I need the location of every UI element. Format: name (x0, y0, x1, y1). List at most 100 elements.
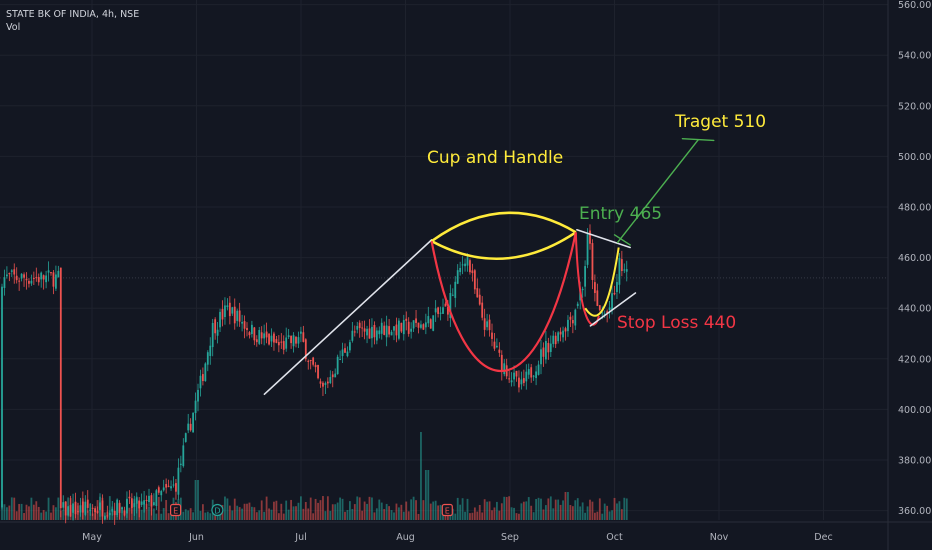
candle-body (300, 331, 302, 334)
candle-body (246, 327, 248, 330)
volume-bar (243, 503, 246, 520)
volume-bar (25, 504, 28, 520)
candle-body (157, 487, 160, 493)
price-tick-label: 380.00 (898, 456, 931, 467)
volume-bar (415, 500, 417, 520)
volume-bar (349, 501, 351, 520)
cup-bowl[interactable] (430, 232, 577, 372)
candle-body (476, 288, 479, 298)
volume-bar (368, 496, 371, 520)
candle-body (123, 510, 126, 516)
target-cap[interactable] (681, 137, 715, 142)
candle-body (496, 345, 498, 348)
candle-body (126, 499, 128, 514)
volume-bar (461, 498, 464, 520)
candle-body (618, 258, 621, 285)
target-line[interactable] (616, 139, 699, 244)
time-tick-label: Aug (396, 532, 415, 543)
candle-body (55, 274, 57, 289)
volume-bar (255, 512, 258, 520)
candle-body (206, 352, 209, 365)
entry-label[interactable]: Entry 465 (579, 204, 662, 224)
volume-bar (167, 513, 170, 520)
volume-bar (270, 509, 273, 520)
volume-bar (405, 501, 408, 520)
candle-body (28, 280, 30, 284)
volume-bar (339, 497, 341, 520)
volume-bar (611, 510, 613, 520)
candle-body (339, 359, 341, 361)
candle-body (101, 500, 104, 517)
candle-body (598, 305, 601, 311)
handle-lower-line[interactable] (589, 292, 637, 327)
volume-bar (581, 502, 584, 520)
price-axis[interactable]: 360.00 380.00 400.00 420.00 440.00 460.00 480.… (898, 0, 931, 517)
candle-body (280, 341, 283, 343)
candle-body (192, 412, 194, 433)
volume-bar (20, 503, 23, 520)
cup-rim-bottom[interactable] (431, 231, 577, 261)
volume-bar (341, 498, 344, 520)
volume-bar (569, 505, 572, 520)
volume-bar (322, 496, 324, 520)
candle-body (341, 349, 344, 357)
volume-bar (564, 492, 567, 520)
volume-bar (182, 511, 185, 520)
volume-bar (466, 498, 469, 520)
event-marker[interactable]: D (211, 503, 224, 517)
candle-body (42, 275, 45, 280)
event-marker[interactable]: E (441, 503, 453, 517)
volume-bar (260, 500, 263, 520)
candle-body (282, 341, 285, 350)
earnings-marker-shape (441, 503, 453, 517)
candle-body (361, 327, 364, 329)
candle-body (613, 292, 616, 295)
candle-body (432, 315, 435, 331)
volume-bar (302, 508, 305, 520)
handle-right[interactable] (584, 247, 620, 317)
candle-body (184, 433, 187, 442)
candle-body (422, 324, 425, 330)
volume-bar (500, 503, 503, 520)
candle-body (57, 270, 60, 278)
candle-body (307, 360, 310, 362)
candle-body (18, 280, 21, 282)
stop-loss-label[interactable]: Stop Loss 440 (617, 313, 736, 333)
cup-handle-title[interactable]: Cup and Handle (427, 148, 563, 168)
candle-body (447, 306, 449, 315)
volume-bar (503, 496, 506, 520)
target-label[interactable]: Traget 510 (674, 112, 766, 132)
volume-bar (395, 503, 398, 520)
volume-bar (398, 507, 400, 520)
candle-body (209, 345, 212, 356)
symbol-title[interactable]: STATE BK OF INDIA, 4h, NSE (6, 9, 140, 20)
handle-upper-line[interactable] (576, 228, 631, 249)
volume-bar (145, 503, 148, 520)
volume-bar (86, 510, 89, 520)
candle-body (594, 282, 596, 294)
candle-body (449, 292, 452, 319)
volume-bar (148, 506, 150, 520)
time-axis[interactable]: May Jun Jul Aug Sep Oct Nov Dec (82, 532, 833, 543)
event-marker[interactable]: E (170, 503, 182, 517)
candle-body (265, 331, 268, 338)
entry-cap[interactable] (613, 234, 631, 246)
candle-body (324, 383, 327, 385)
cup-rim-top[interactable] (430, 211, 577, 243)
candle-body (434, 308, 437, 313)
volume-bar (371, 497, 373, 520)
candle-body (493, 341, 496, 349)
volume-label[interactable]: Vol (6, 22, 21, 33)
candle-body (285, 337, 288, 349)
candle-body (596, 290, 599, 306)
candle-body (488, 319, 491, 331)
volume-bar (248, 502, 251, 520)
volume-bar (28, 506, 30, 520)
candle-body (59, 267, 62, 509)
volume-bar (273, 501, 275, 520)
candle-body (233, 306, 236, 324)
trendline-left[interactable] (263, 239, 433, 396)
candle-body (194, 400, 197, 414)
